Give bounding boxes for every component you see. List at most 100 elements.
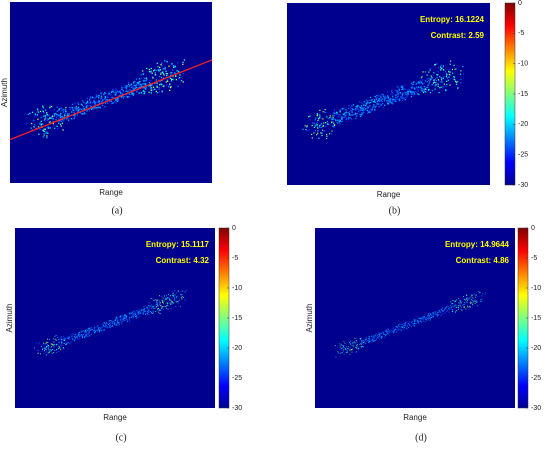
speckle-dot xyxy=(446,83,448,86)
speckle-dot xyxy=(404,91,406,93)
speckle-dot xyxy=(159,66,161,68)
speckle-dot xyxy=(447,308,449,309)
speckle-dot xyxy=(88,332,90,334)
speckle-dot xyxy=(386,102,389,104)
speckle-dot xyxy=(386,331,388,333)
speckle-dot xyxy=(135,78,138,80)
speckle-dot xyxy=(350,349,352,351)
speckle-dot xyxy=(394,330,395,332)
speckle-dot xyxy=(55,118,57,121)
speckle-dot xyxy=(330,116,332,118)
speckle-dot xyxy=(100,328,102,330)
speckle-dot xyxy=(340,121,342,123)
speckle-dot xyxy=(471,295,473,296)
speckle-dot xyxy=(58,341,59,343)
speckle-dot xyxy=(386,331,388,332)
speckle-dot xyxy=(128,83,130,86)
speckle-dot xyxy=(43,128,45,130)
speckle-dot xyxy=(61,109,63,112)
speckle-dot xyxy=(112,321,113,323)
speckle-dot xyxy=(422,319,424,321)
speckle-dot xyxy=(73,114,75,116)
speckle-dot xyxy=(161,62,163,64)
speckle-dot xyxy=(337,122,339,124)
speckle-dot xyxy=(52,343,54,345)
speckle-dot xyxy=(43,112,45,114)
speckle-dot xyxy=(452,309,454,311)
speckle-dot xyxy=(171,303,173,305)
speckle-dot xyxy=(342,352,343,354)
speckle-dot xyxy=(99,328,100,330)
speckle-dot xyxy=(459,73,462,75)
speckle-dot xyxy=(90,326,92,328)
speckle-dot xyxy=(42,129,44,131)
speckle-dot xyxy=(414,87,416,90)
speckle-dot xyxy=(150,304,152,306)
speckle-dot xyxy=(86,110,88,112)
speckle-dot xyxy=(349,341,351,343)
speckle-dot xyxy=(56,339,58,341)
speckle-dot xyxy=(395,326,397,328)
speckle-dot xyxy=(363,341,365,343)
speckle-dot xyxy=(341,347,342,349)
speckle-dot xyxy=(122,97,125,99)
speckle-dot xyxy=(88,110,90,112)
speckle-dot xyxy=(344,116,346,118)
speckle-dot xyxy=(320,126,322,129)
speckle-dot xyxy=(146,310,148,312)
speckle-dot xyxy=(93,327,95,329)
speckle-dot xyxy=(371,335,372,337)
speckle-dot xyxy=(58,118,60,120)
speckle-dot xyxy=(383,334,385,335)
speckle-dot xyxy=(132,316,134,317)
speckle-dot xyxy=(351,349,352,350)
speckle-dot xyxy=(124,87,127,89)
speckle-dot xyxy=(60,336,62,338)
speckle-dot xyxy=(314,124,316,126)
speckle-dot xyxy=(465,298,467,300)
speckle-dot xyxy=(46,346,47,347)
speckle-dot xyxy=(355,347,356,348)
speckle-dot xyxy=(83,106,85,108)
speckle-dot xyxy=(378,106,380,108)
speckle-dot xyxy=(144,310,146,312)
speckle-dot xyxy=(337,116,339,118)
speckle-dot xyxy=(168,298,170,300)
speckle-dot xyxy=(476,302,478,303)
speckle-dot xyxy=(409,324,411,326)
speckle-dot xyxy=(164,298,166,300)
speckle-dot xyxy=(377,337,378,339)
speckle-dot xyxy=(147,306,148,308)
speckle-dot xyxy=(361,344,362,345)
speckle-dot xyxy=(397,98,399,100)
speckle-dot xyxy=(447,79,449,81)
speckle-dot xyxy=(436,77,438,79)
speckle-dot xyxy=(103,322,105,323)
speckle-dot xyxy=(348,112,350,114)
speckle-dot xyxy=(77,102,79,104)
speckle-dot xyxy=(425,91,427,93)
speckle-dot xyxy=(455,81,457,83)
speckle-dot xyxy=(374,339,376,341)
speckle-dot xyxy=(157,309,159,311)
speckle-dot xyxy=(427,78,429,80)
speckle-dot xyxy=(176,301,178,303)
speckle-dot xyxy=(372,101,374,103)
speckle-dot xyxy=(37,349,39,351)
speckle-dot xyxy=(154,307,156,309)
speckle-dot xyxy=(439,87,441,89)
speckle-dot xyxy=(338,120,340,122)
speckle-dot xyxy=(345,114,347,116)
speckle-dot xyxy=(51,105,53,108)
speckle-dot xyxy=(352,104,354,106)
speckle-dot xyxy=(102,325,104,326)
speckle-dot xyxy=(87,333,89,335)
speckle-dot xyxy=(427,315,428,317)
speckle-dot xyxy=(331,118,333,120)
speckle-dot xyxy=(406,326,407,328)
speckle-dot xyxy=(401,99,404,101)
speckle-dot xyxy=(73,333,75,335)
speckle-dot xyxy=(170,295,171,297)
speckle-dot xyxy=(111,90,113,93)
speckle-dot xyxy=(174,66,176,68)
